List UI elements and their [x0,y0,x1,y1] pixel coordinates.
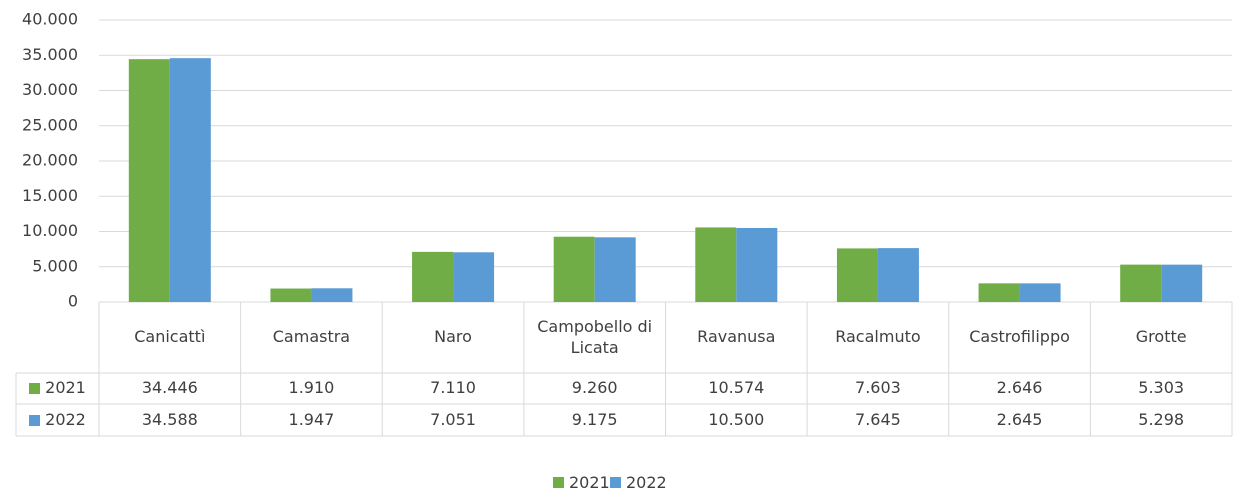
y-tick-label: 20.000 [22,151,78,170]
y-tick-label: 25.000 [22,115,78,134]
table-category: Grotte [1094,302,1228,373]
bar [1161,265,1202,302]
bar [837,248,878,302]
table-value: 2.645 [949,404,1091,436]
table-value: 1.947 [241,404,383,436]
table-category: Canicattì [103,302,237,373]
table-value: 10.500 [666,404,808,436]
table-value: 2.646 [949,373,1091,404]
legend-key [553,477,564,488]
chart-page: 0 5.000 10.000 15.000 20.000 25.000 30.000 35.0… [0,0,1234,490]
bar [129,59,170,302]
bar [270,289,311,302]
y-tick-label: 30.000 [22,80,78,99]
series-name: 2022 [45,410,86,431]
table-series-header: 2022 [16,404,99,436]
legend-label: 2022 [626,473,667,492]
table-value: 7.051 [382,404,524,436]
table-value: 7.645 [807,404,949,436]
series-name: 2021 [45,378,86,399]
table-value: 34.588 [99,404,241,436]
table-value: 7.603 [807,373,949,404]
legend-key [29,383,40,394]
table-category: Racalmuto [811,302,945,373]
bar [412,252,453,302]
table-value: 34.446 [99,373,241,404]
table-category: Camastra [245,302,379,373]
table-category: Castrofilippo [953,302,1087,373]
table-value: 5.303 [1090,373,1232,404]
bar [1020,283,1061,302]
bar [1120,265,1161,302]
legend-label: 2021 [569,473,610,492]
bar [878,248,919,302]
y-tick-label: 10.000 [22,221,78,240]
table-value: 1.910 [241,373,383,404]
bar [554,237,595,302]
y-tick-label: 0 [68,292,78,311]
y-tick-label: 40.000 [22,10,78,29]
table-value: 10.574 [666,373,808,404]
table-value: 7.110 [382,373,524,404]
bar [736,228,777,302]
bar [595,237,636,302]
bar [695,227,736,302]
table-series-header: 2021 [16,373,99,404]
bar [453,252,494,302]
table-value: 9.260 [524,373,666,404]
table-category: Naro [386,302,520,373]
y-tick-label: 5.000 [32,256,78,275]
table-value: 9.175 [524,404,666,436]
table-category: Campobello di Licata [528,302,662,373]
legend-key [610,477,621,488]
y-tick-label: 35.000 [22,45,78,64]
legend-key [29,415,40,426]
bar [979,283,1020,302]
table-category: Ravanusa [670,302,804,373]
bar [170,58,211,302]
y-tick-label: 15.000 [22,186,78,205]
bar [311,288,352,302]
table-value: 5.298 [1090,404,1232,436]
